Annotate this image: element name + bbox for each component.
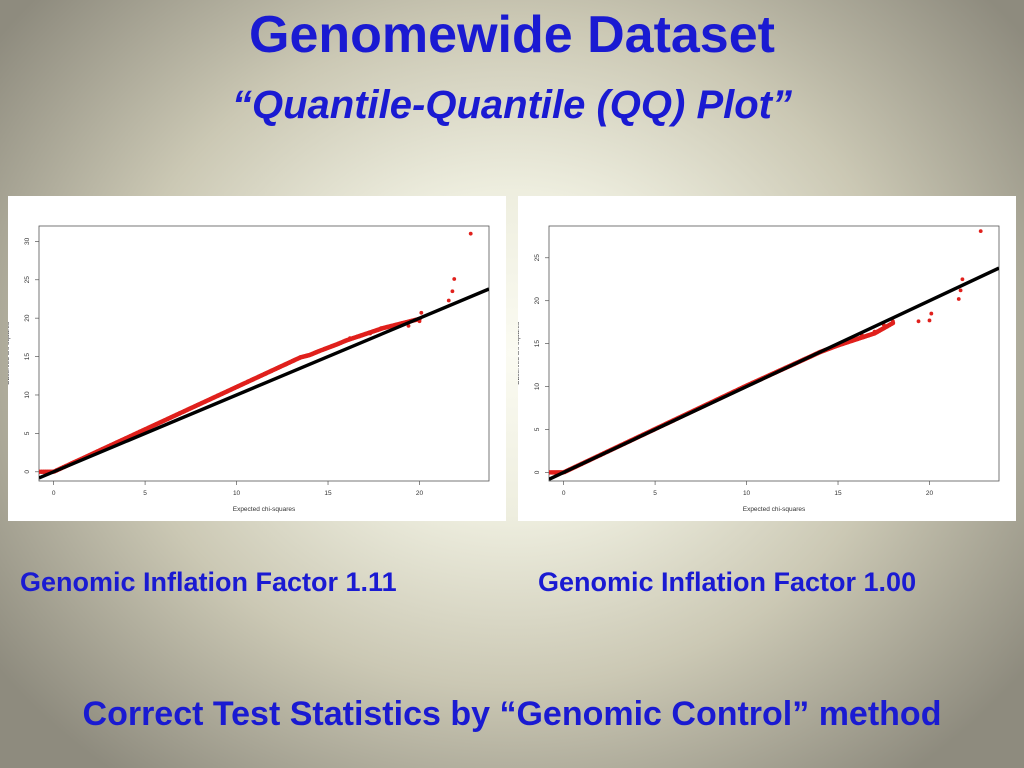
y-tick-label: 30 xyxy=(24,237,31,245)
qq-tail-point xyxy=(357,334,362,339)
plot-content xyxy=(39,231,489,480)
inflation-factor-caption-left: Genomic Inflation Factor 1.11 xyxy=(20,567,397,597)
y-tick-label: 15 xyxy=(534,340,541,348)
plot-content xyxy=(549,229,999,481)
plot-frame xyxy=(38,225,490,482)
y-tick-label: 20 xyxy=(534,297,541,305)
qq-tail-point xyxy=(450,289,455,294)
x-tick-label: 10 xyxy=(743,490,751,497)
reference-line xyxy=(549,266,999,481)
qq-tail-point xyxy=(916,319,921,324)
y-tick-label: 0 xyxy=(534,470,541,474)
qq-tail-point xyxy=(958,288,963,293)
qq-tail-point xyxy=(468,231,473,236)
x-axis-label: Expected chi-squares xyxy=(233,506,296,513)
x-tick-label: 15 xyxy=(834,490,842,497)
qq-tail-point xyxy=(452,277,457,281)
y-tick-label: 5 xyxy=(534,427,541,431)
qq-tail-point xyxy=(956,297,961,301)
qq-plot-panel-left: 0 5 10 15 20 0 5 10 15 20 25 30 Expected chi-squares… xyxy=(8,196,506,521)
y-axis-label: Observed chi-squares xyxy=(518,321,521,385)
x-tick-label: 0 xyxy=(562,490,566,497)
y-tick-label: 20 xyxy=(24,314,31,322)
footer-text: Correct Test Statistics by “Genomic Cont… xyxy=(82,695,942,733)
x-tick-label: 10 xyxy=(233,490,241,497)
qq-plot-panel-right: 0 5 10 15 20 0 5 10 15 20 25 Expected chi-squares Ob… xyxy=(518,196,1016,521)
y-tick-label: 5 xyxy=(24,431,31,435)
x-tick-label: 20 xyxy=(416,490,424,497)
qq-tail-point xyxy=(348,336,352,341)
reference-line xyxy=(39,287,489,480)
qq-tail-point xyxy=(446,298,451,303)
qq-plot-right: 0 5 10 15 20 0 5 10 15 20 25 Expected chi-squares Ob… xyxy=(518,225,1000,513)
y-tick-label: 0 xyxy=(24,470,31,474)
x-tick-label: 5 xyxy=(143,490,147,497)
slide-subtitle: “Quantile-Quantile (QQ) Plot” xyxy=(232,83,792,127)
x-axis-label: Expected chi-squares xyxy=(743,506,806,513)
qq-tail-point xyxy=(927,318,932,323)
y-tick-label: 10 xyxy=(24,391,31,399)
qq-tail-point xyxy=(929,311,934,316)
qq-tail-point xyxy=(978,229,983,234)
qq-tail-point xyxy=(891,319,895,324)
x-tick-label: 15 xyxy=(324,490,332,497)
qq-tail-point xyxy=(872,329,877,334)
qq-tail-point xyxy=(419,310,424,315)
y-tick-label: 25 xyxy=(24,276,31,284)
qq-tail-point xyxy=(960,277,965,282)
x-tick-label: 20 xyxy=(926,490,934,497)
y-axis-label: Observed chi-squares xyxy=(8,321,11,385)
y-tick-label: 25 xyxy=(534,254,541,262)
qq-plot-left: 0 5 10 15 20 0 5 10 15 20 25 30 Expected chi-squares… xyxy=(8,225,490,513)
y-tick-label: 10 xyxy=(534,383,541,391)
x-tick-label: 0 xyxy=(52,490,56,497)
x-tick-label: 5 xyxy=(653,490,657,497)
plot-frame xyxy=(548,225,1000,482)
qq-tail-point xyxy=(368,331,372,336)
y-tick-label: 15 xyxy=(24,353,31,361)
slide-title: Genomewide Dataset xyxy=(249,6,775,64)
inflation-factor-caption-right: Genomic Inflation Factor 1.00 xyxy=(538,567,917,597)
qq-tail-point xyxy=(379,326,383,331)
